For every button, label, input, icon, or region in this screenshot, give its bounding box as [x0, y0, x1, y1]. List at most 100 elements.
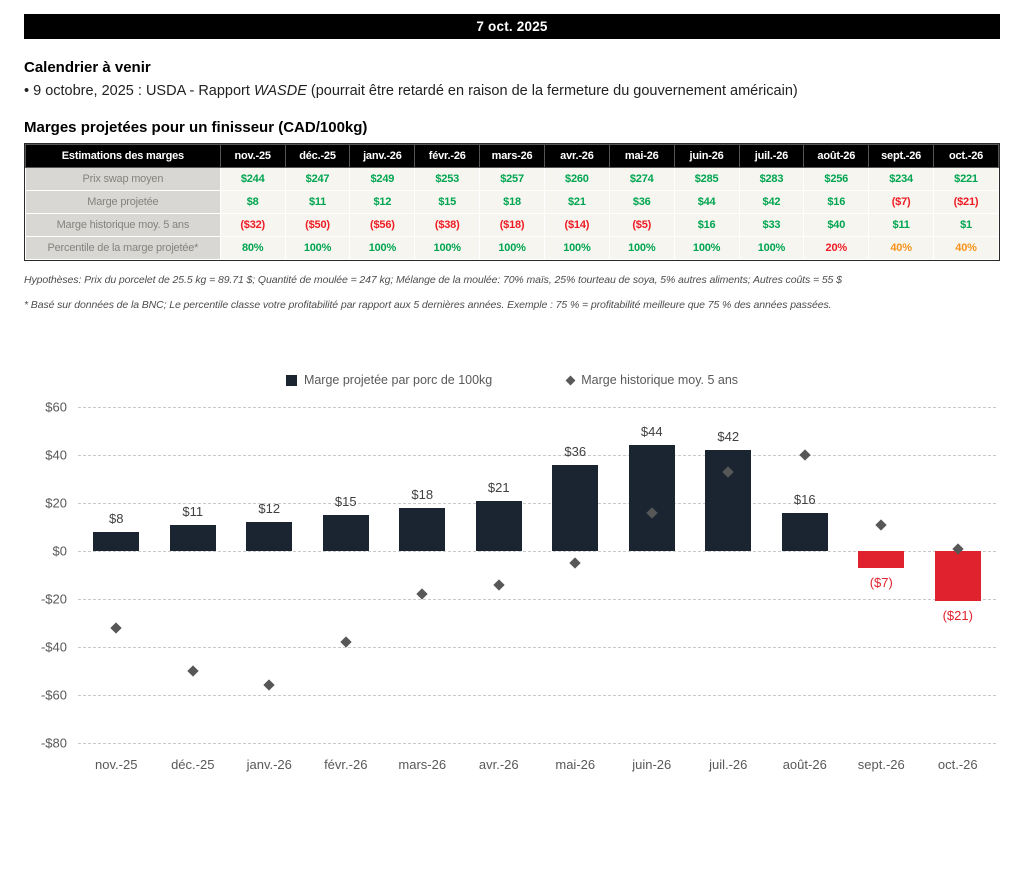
table-cell: 100%: [738, 236, 805, 260]
table-cell: $33: [738, 213, 805, 237]
table-cell: $12: [349, 190, 416, 214]
table-cell: $36: [608, 190, 675, 214]
x-axis-tick-label: févr.-26: [324, 757, 368, 772]
wasde-report-name: WASDE: [253, 83, 307, 99]
assumptions-footnote: Hypothèses: Prix du porcelet de 25.5 kg …: [24, 274, 842, 286]
margin-bar: [399, 507, 446, 551]
table-cell: $283: [738, 167, 805, 191]
row-label: Percentile de la marge projetée*: [25, 236, 221, 260]
bar-value-label: ($7): [869, 574, 893, 590]
bar-value-label: $42: [717, 429, 740, 445]
calendar-bullet-text: • 9 octobre, 2025 : USDA - Rapport: [24, 83, 254, 99]
table-cell: $247: [284, 167, 351, 191]
x-axis-tick-label: sept.-26: [857, 757, 905, 772]
table-month-header: mars-26: [479, 144, 545, 168]
legend-label-projected: Marge projetée par porc de 100kg: [303, 373, 493, 387]
table-cell: $8: [219, 190, 286, 214]
legend-label-historical: Marge historique moy. 5 ans: [581, 373, 739, 387]
table-cell: 100%: [414, 236, 481, 260]
bar-value-label: $15: [334, 494, 357, 509]
report-date: 7 oct. 2025: [476, 19, 548, 34]
historical-margin-diamond: [493, 578, 505, 591]
report-date-banner: 7 oct. 2025: [24, 14, 1000, 39]
gridline: [78, 695, 996, 696]
margins-table-wrap: Estimations des marges nov.-25 déc.-25 janv…: [24, 143, 1000, 261]
table-cell: ($7): [868, 190, 935, 214]
y-axis-tick-label: $20: [45, 495, 67, 511]
table-cell: 40%: [933, 236, 999, 260]
margin-bar: [475, 500, 522, 551]
diamond-swatch-icon: [565, 375, 576, 385]
bar-value-label: $18: [411, 486, 434, 502]
table-row: Percentile de la marge projetée* 80% 100% 1…: [25, 236, 999, 260]
gridline: [78, 647, 996, 648]
margin-bar: [246, 522, 293, 551]
historical-margin-diamond: [263, 679, 275, 692]
legend-item-projected-margin: Marge projetée par porc de 100kg: [285, 373, 493, 387]
chart-legend: Marge projetée par porc de 100kg Marge h…: [24, 373, 1000, 387]
table-cell: 100%: [608, 236, 675, 260]
table-cell: $253: [414, 167, 481, 191]
table-month-header: mai-26: [608, 144, 675, 168]
x-axis-tick-label: juil.-26: [709, 757, 748, 772]
margins-bar-chart: $60 $40 $20 $0 -$20 -$40 -$60 -$80 $8 nov.-25 $11 d…: [41, 400, 996, 772]
table-cell: $285: [673, 167, 740, 191]
gridline: [78, 407, 996, 408]
table-cell: $16: [673, 213, 740, 237]
table-month-header: avr.-26: [543, 144, 610, 168]
table-row: Prix swap moyen $244 $247 $249 $253 $257 $260 $…: [25, 167, 999, 191]
x-axis-tick-label: août-26: [782, 757, 827, 772]
table-corner-header: Estimations des marges: [25, 144, 221, 168]
bar-value-label: $11: [182, 503, 204, 519]
table-cell: 100%: [479, 236, 545, 260]
y-axis-tick-label: -$60: [40, 687, 67, 703]
calendar-bullet-note: (pourrait être retardé en raison de la f…: [306, 83, 798, 99]
margin-bar: [628, 445, 675, 551]
table-cell: 80%: [219, 236, 286, 260]
legend-item-historical-margin: Marge historique moy. 5 ans: [565, 373, 739, 387]
bar-value-label: $21: [487, 479, 510, 495]
table-cell: $42: [738, 190, 805, 214]
historical-margin-diamond: [110, 622, 122, 634]
margin-bar: [781, 512, 828, 551]
table-row: Marge projetée $8 $11 $12 $15 $18 $21 $36 $44 $42…: [25, 190, 999, 214]
table-cell: $274: [608, 167, 675, 191]
bar-value-label: $16: [793, 491, 816, 507]
table-month-header: oct.-26: [933, 144, 999, 168]
margin-bar: [93, 531, 140, 551]
table-cell: $15: [414, 190, 481, 214]
margin-bar: [705, 450, 752, 551]
gridline: [78, 455, 996, 456]
y-axis-tick-label: -$80: [40, 735, 67, 751]
x-axis-tick-label: oct.-26: [937, 757, 978, 772]
x-axis-tick-label: juin-26: [632, 757, 672, 772]
table-cell: 100%: [349, 236, 416, 260]
calendar-bullet: • 9 octobre, 2025 : USDA - Rapport WASDE…: [24, 83, 1000, 99]
table-cell: $257: [479, 167, 545, 191]
row-label: Prix swap moyen: [25, 167, 221, 191]
table-cell: 100%: [673, 236, 740, 260]
bar-value-label: $12: [258, 501, 281, 517]
bar-value-label: $8: [109, 510, 124, 526]
historical-margin-diamond: [799, 449, 811, 461]
table-cell: $44: [673, 190, 740, 214]
bar-value-label: $44: [640, 424, 663, 440]
table-cell: 20%: [803, 236, 870, 260]
table-month-header: juin-26: [673, 144, 740, 168]
table-cell: $260: [543, 167, 610, 191]
table-cell: ($21): [933, 190, 999, 214]
gridline: [78, 503, 996, 504]
gridline: [78, 599, 996, 600]
table-cell: 100%: [284, 236, 351, 260]
historical-margin-diamond: [875, 518, 887, 531]
margin-bar: [322, 515, 369, 551]
x-axis-tick-label: avr.-26: [478, 757, 519, 772]
x-axis-tick-label: mars-26: [398, 757, 447, 772]
margin-bar: [934, 551, 981, 602]
table-cell: $21: [543, 190, 610, 214]
y-axis-tick-label: $0: [52, 543, 67, 559]
table-month-header: nov.-25: [219, 144, 286, 168]
x-axis-tick-label: déc.-25: [171, 757, 215, 772]
table-month-header: août-26: [803, 144, 870, 168]
table-header-row: Estimations des marges nov.-25 déc.-25 janv…: [25, 144, 999, 168]
